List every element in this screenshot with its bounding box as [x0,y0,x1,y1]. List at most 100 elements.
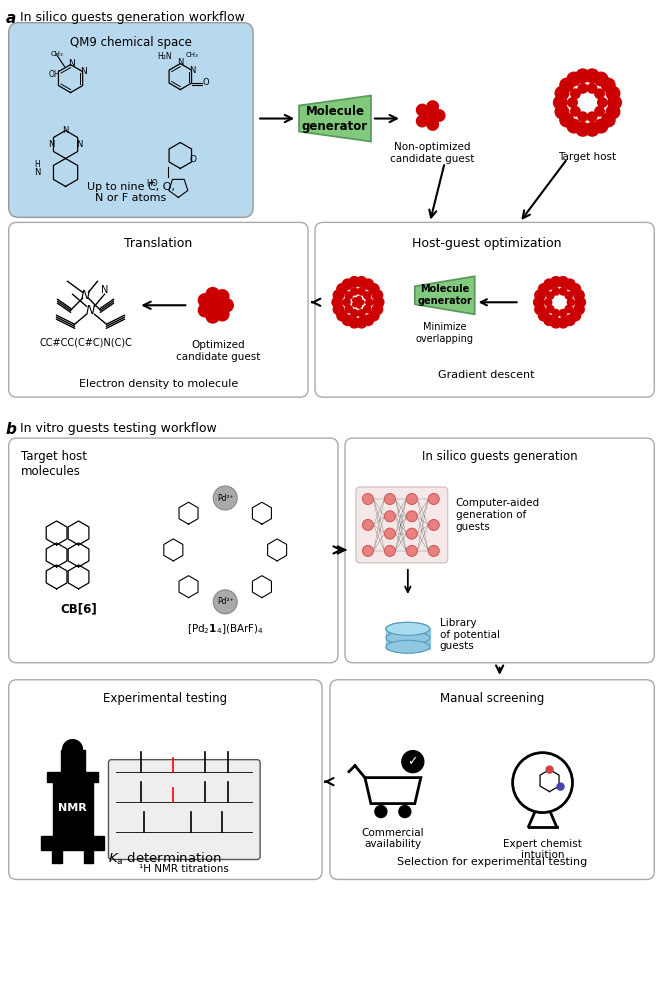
Circle shape [402,751,424,773]
Circle shape [199,304,211,317]
FancyBboxPatch shape [109,760,260,859]
Circle shape [216,290,229,303]
Text: Pd²⁺: Pd²⁺ [217,494,234,503]
Text: Pd²⁺: Pd²⁺ [217,597,234,606]
Text: HO: HO [146,179,158,188]
Circle shape [362,519,373,530]
Circle shape [428,545,440,556]
Circle shape [559,288,567,295]
Circle shape [356,277,367,287]
Text: N: N [86,304,95,317]
Circle shape [423,109,436,122]
Text: ✓: ✓ [408,755,418,768]
Circle shape [353,302,357,307]
Circle shape [557,783,564,790]
Circle shape [358,310,365,317]
Text: N: N [189,66,195,75]
Circle shape [578,112,588,122]
Circle shape [594,107,604,116]
Circle shape [427,101,438,112]
FancyBboxPatch shape [9,23,253,217]
Circle shape [551,318,561,328]
Circle shape [565,279,575,289]
Circle shape [362,545,373,556]
Circle shape [575,297,585,307]
Circle shape [372,304,383,315]
Circle shape [576,123,590,136]
Circle shape [363,279,373,289]
Text: b: b [6,422,17,437]
Circle shape [207,297,224,313]
Circle shape [372,290,383,300]
Circle shape [544,279,554,289]
Circle shape [555,86,569,100]
Text: N: N [177,58,183,67]
Circle shape [587,84,597,93]
Circle shape [587,112,597,122]
FancyBboxPatch shape [345,438,654,663]
Circle shape [357,296,361,301]
Circle shape [345,292,352,299]
Circle shape [567,119,581,133]
Circle shape [576,69,590,83]
Text: Host-guest optimization: Host-guest optimization [412,237,561,250]
Circle shape [571,89,580,99]
Text: NMR: NMR [58,803,87,813]
Text: OH: OH [49,70,60,79]
Circle shape [534,297,544,307]
Circle shape [343,299,350,306]
Circle shape [213,486,237,510]
Circle shape [349,277,359,287]
Bar [40,836,105,850]
Circle shape [406,528,417,539]
Circle shape [357,304,361,308]
Circle shape [428,519,440,530]
Circle shape [406,494,417,504]
Circle shape [546,766,553,773]
Text: Molecule
generator: Molecule generator [302,105,368,133]
Circle shape [568,98,577,107]
Circle shape [356,318,367,328]
Circle shape [375,806,387,818]
Circle shape [594,72,608,86]
Text: Commercial
availability: Commercial availability [361,828,424,849]
Circle shape [351,310,358,317]
Circle shape [570,310,581,321]
Circle shape [555,105,569,119]
Text: Gradient descent: Gradient descent [438,370,535,380]
Circle shape [358,288,365,295]
Text: Translation: Translation [124,237,193,250]
Text: QM9 chemical space: QM9 chemical space [70,36,192,49]
Circle shape [598,98,607,107]
Text: Target host: Target host [559,152,616,162]
Circle shape [355,300,361,305]
Circle shape [560,78,573,92]
Text: Minimize
overlapping: Minimize overlapping [416,322,474,344]
Circle shape [406,511,417,522]
Bar [52,778,93,838]
Circle shape [606,105,620,119]
Circle shape [216,308,229,321]
Text: N: N [76,140,83,149]
Text: ¹H NMR titrations: ¹H NMR titrations [140,864,229,874]
Bar [52,850,62,863]
Circle shape [565,315,575,325]
Text: N: N [101,285,108,295]
Circle shape [544,299,551,306]
Text: O: O [190,155,197,164]
Text: N: N [81,289,90,302]
Circle shape [385,511,395,522]
Text: N: N [62,126,69,135]
Text: Manual screening: Manual screening [440,692,544,705]
Circle shape [220,299,233,312]
Text: Computer-aided
generation of
guests: Computer-aided generation of guests [455,498,540,532]
Text: In vitro guests testing workflow: In vitro guests testing workflow [20,422,216,435]
Polygon shape [415,276,475,314]
Circle shape [63,740,83,760]
Circle shape [606,86,620,100]
Text: Expert chemist
intuition: Expert chemist intuition [503,839,582,860]
Circle shape [571,107,580,116]
Circle shape [560,113,573,127]
Text: N: N [80,67,87,76]
Text: CC#CC(C#C)N(C)C: CC#CC(C#C)N(C)C [39,337,132,347]
